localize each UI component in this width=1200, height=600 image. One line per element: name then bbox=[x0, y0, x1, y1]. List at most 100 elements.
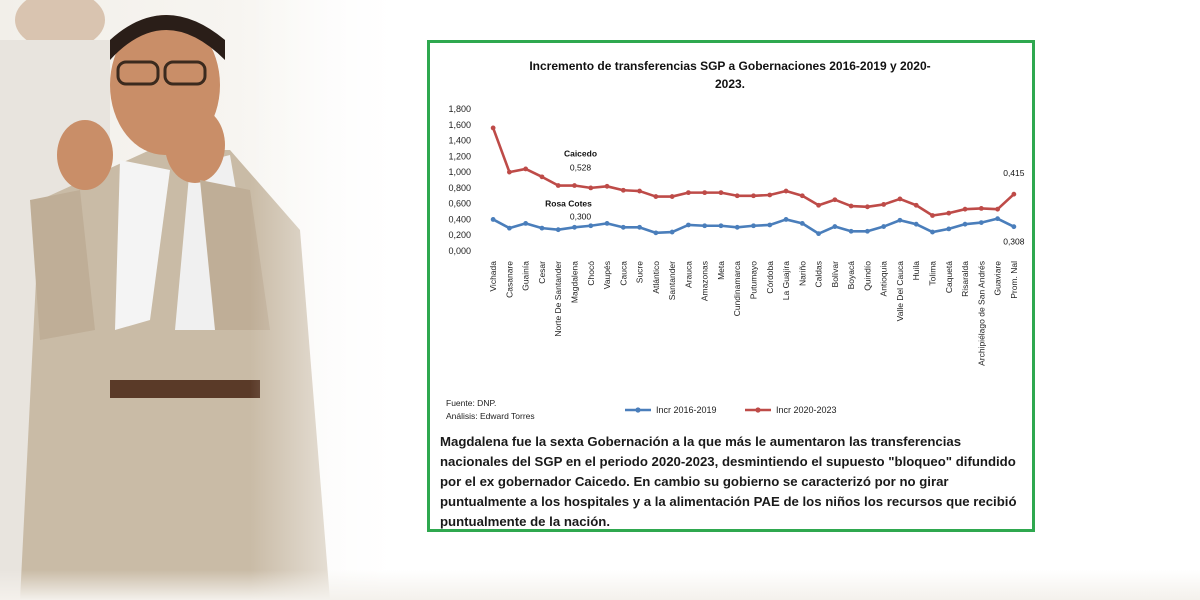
x-tick-label: Boyacá bbox=[846, 261, 856, 290]
chart-title-line2: 2023. bbox=[715, 77, 745, 91]
y-tick-label: 1,000 bbox=[448, 167, 471, 177]
data-point bbox=[523, 220, 529, 226]
photo-background bbox=[0, 0, 430, 600]
belt bbox=[110, 380, 260, 398]
chart-caption: Magdalena fue la sexta Gobernación a la … bbox=[440, 434, 1017, 529]
y-axis-ticks: 0,000 0,200 0,400 0,600 0,800 1,000 1,200 1,400… bbox=[448, 104, 471, 256]
legend-marker bbox=[755, 407, 761, 413]
x-tick-label: Caldas bbox=[814, 261, 824, 287]
data-point bbox=[783, 217, 789, 222]
data-point bbox=[734, 224, 740, 230]
data-point bbox=[620, 187, 626, 193]
x-tick-label: Caquetá bbox=[944, 261, 954, 293]
x-tick-label: Quindío bbox=[862, 261, 872, 291]
data-point bbox=[995, 206, 1000, 212]
right-hand bbox=[165, 107, 225, 183]
left-sleeve bbox=[30, 190, 95, 340]
data-point bbox=[572, 183, 577, 188]
data-point bbox=[620, 224, 626, 230]
photo-fade bbox=[250, 0, 430, 600]
y-tick-label: 1,800 bbox=[448, 104, 471, 114]
data-label: Rosa Cotes bbox=[545, 198, 592, 208]
background-person-head bbox=[15, 0, 105, 50]
data-point bbox=[913, 221, 919, 227]
data-point bbox=[930, 229, 935, 235]
data-point bbox=[555, 183, 561, 188]
data-point bbox=[490, 125, 496, 131]
data-point bbox=[848, 203, 854, 209]
x-tick-label: Amazonas bbox=[700, 261, 710, 301]
data-point bbox=[767, 192, 773, 198]
data-point bbox=[669, 194, 675, 199]
data-point bbox=[734, 193, 740, 199]
x-tick-label: Cesar bbox=[537, 261, 547, 284]
y-tick-label: 1,200 bbox=[448, 151, 471, 161]
x-tick-label: Arauca bbox=[683, 261, 693, 288]
legend-label: Incr 2020-2023 bbox=[776, 405, 837, 415]
chart-card: Incremento de transferencias SGP a Gober… bbox=[427, 40, 1035, 532]
data-point bbox=[653, 194, 659, 199]
glasses-left bbox=[116, 60, 160, 86]
data-point bbox=[783, 188, 789, 194]
data-point bbox=[962, 206, 968, 212]
data-point bbox=[913, 202, 919, 208]
data-point bbox=[702, 190, 708, 196]
x-tick-label: Guainía bbox=[521, 261, 531, 291]
data-label: 0,528 bbox=[570, 163, 592, 173]
y-tick-label: 1,400 bbox=[448, 136, 471, 146]
data-point bbox=[832, 197, 838, 203]
data-point bbox=[1011, 224, 1017, 230]
data-label: 0,300 bbox=[570, 211, 592, 221]
x-tick-label: Vichada bbox=[488, 261, 498, 292]
data-point bbox=[718, 190, 724, 196]
data-point bbox=[848, 228, 854, 234]
x-tick-label: Huila bbox=[911, 261, 921, 281]
legend-label: Incr 2016-2019 bbox=[656, 405, 717, 415]
x-tick-label: Guaviare bbox=[993, 261, 1003, 296]
x-tick-label: Chocó bbox=[586, 261, 596, 286]
x-tick-label: Casanare bbox=[504, 261, 514, 298]
data-point bbox=[751, 193, 756, 199]
legend: Incr 2016-2019 Incr 2020-2023 bbox=[625, 405, 837, 415]
x-tick-label: Norte De Santander bbox=[553, 261, 563, 337]
x-tick-label: Tolima bbox=[928, 261, 938, 286]
data-point bbox=[799, 220, 805, 226]
source-label: Fuente: DNP. bbox=[446, 398, 496, 408]
data-point bbox=[702, 223, 708, 229]
bottom-fade bbox=[0, 570, 1200, 600]
data-point bbox=[881, 202, 887, 207]
data-point bbox=[930, 213, 935, 218]
y-tick-label: 0,200 bbox=[448, 230, 471, 240]
data-point bbox=[816, 202, 821, 208]
data-point bbox=[751, 223, 756, 229]
shirt bbox=[115, 160, 170, 330]
data-point bbox=[490, 217, 496, 222]
x-tick-label: Risaralda bbox=[960, 261, 970, 297]
data-point bbox=[539, 225, 545, 231]
y-tick-label: 0,800 bbox=[448, 183, 471, 193]
data-point bbox=[507, 169, 512, 175]
data-point bbox=[588, 185, 594, 191]
x-tick-label: La Guajira bbox=[781, 261, 791, 300]
x-tick-label: Atlántico bbox=[651, 261, 661, 294]
data-point bbox=[978, 220, 984, 226]
data-point bbox=[572, 224, 577, 230]
data-point bbox=[962, 221, 968, 227]
data-point bbox=[555, 227, 561, 233]
hair bbox=[110, 15, 225, 60]
data-label: Caicedo bbox=[564, 149, 597, 159]
data-label: 0,415 bbox=[1003, 168, 1025, 178]
data-point bbox=[686, 190, 691, 196]
series-layer bbox=[490, 125, 1017, 237]
x-tick-label: Putumayo bbox=[749, 261, 759, 300]
data-point bbox=[637, 224, 642, 230]
x-tick-label: Sucre bbox=[635, 261, 645, 283]
left-hand bbox=[57, 120, 113, 190]
data-point bbox=[816, 231, 821, 237]
x-tick-label: Vaupés bbox=[602, 261, 612, 289]
data-point bbox=[669, 229, 675, 235]
x-axis-ticks: Vichada Casanare Guainía Cesar Norte De Sant… bbox=[488, 261, 1019, 366]
x-tick-label: Nariño bbox=[797, 261, 807, 286]
data-point bbox=[799, 193, 805, 199]
x-tick-label: Cundinamarca bbox=[732, 261, 742, 317]
